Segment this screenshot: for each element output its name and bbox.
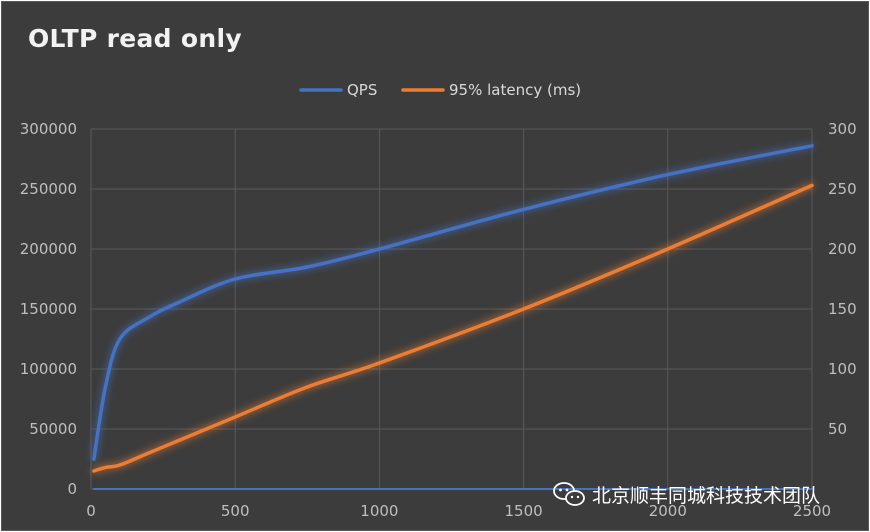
y-left-tick-label: 150000	[20, 300, 77, 318]
y-left-tick-label: 0	[67, 480, 77, 498]
y-left-tick-label: 200000	[20, 240, 77, 258]
x-tick-label: 0	[86, 502, 96, 520]
gridlines	[90, 128, 813, 490]
y-left-tick-label: 250000	[20, 180, 77, 198]
y-right-tick-label: 100	[828, 360, 857, 378]
watermark: 北京顺丰同城科技技术团队	[553, 482, 820, 507]
series-line-qps	[92, 144, 814, 461]
y-left-tick-label: 300000	[20, 120, 77, 138]
y-left-tick-label: 50000	[29, 420, 77, 438]
y-right-tick-label: 300	[828, 120, 857, 138]
y-right-tick-label: 150	[828, 300, 857, 318]
wechat-icon	[553, 482, 585, 506]
watermark-text: 北京顺丰同城科技技术团队	[592, 485, 820, 507]
legend-label: 95% latency (ms)	[449, 81, 581, 99]
x-tick-label: 1000	[360, 502, 398, 520]
series-lines	[92, 144, 814, 491]
y-left-tick-label: 100000	[20, 360, 77, 378]
x-tick-label: 2500	[793, 502, 831, 520]
y-right-tick-label: 200	[828, 240, 857, 258]
legend-label: QPS	[347, 81, 377, 99]
axis-ticks: 0 50000 100000 150000 200000 250000 300000 0 500…	[20, 120, 857, 520]
x-tick-label: 1500	[505, 502, 543, 520]
legend: QPS 95% latency (ms)	[299, 81, 581, 99]
x-tick-label: 2000	[649, 502, 687, 520]
x-tick-label: 500	[221, 502, 250, 520]
y-right-tick-label: 50	[828, 420, 847, 438]
chart-title: OLTP read only	[28, 24, 242, 53]
series-line-95-latency-ms	[92, 183, 814, 473]
y-right-tick-label: 250	[828, 180, 857, 198]
